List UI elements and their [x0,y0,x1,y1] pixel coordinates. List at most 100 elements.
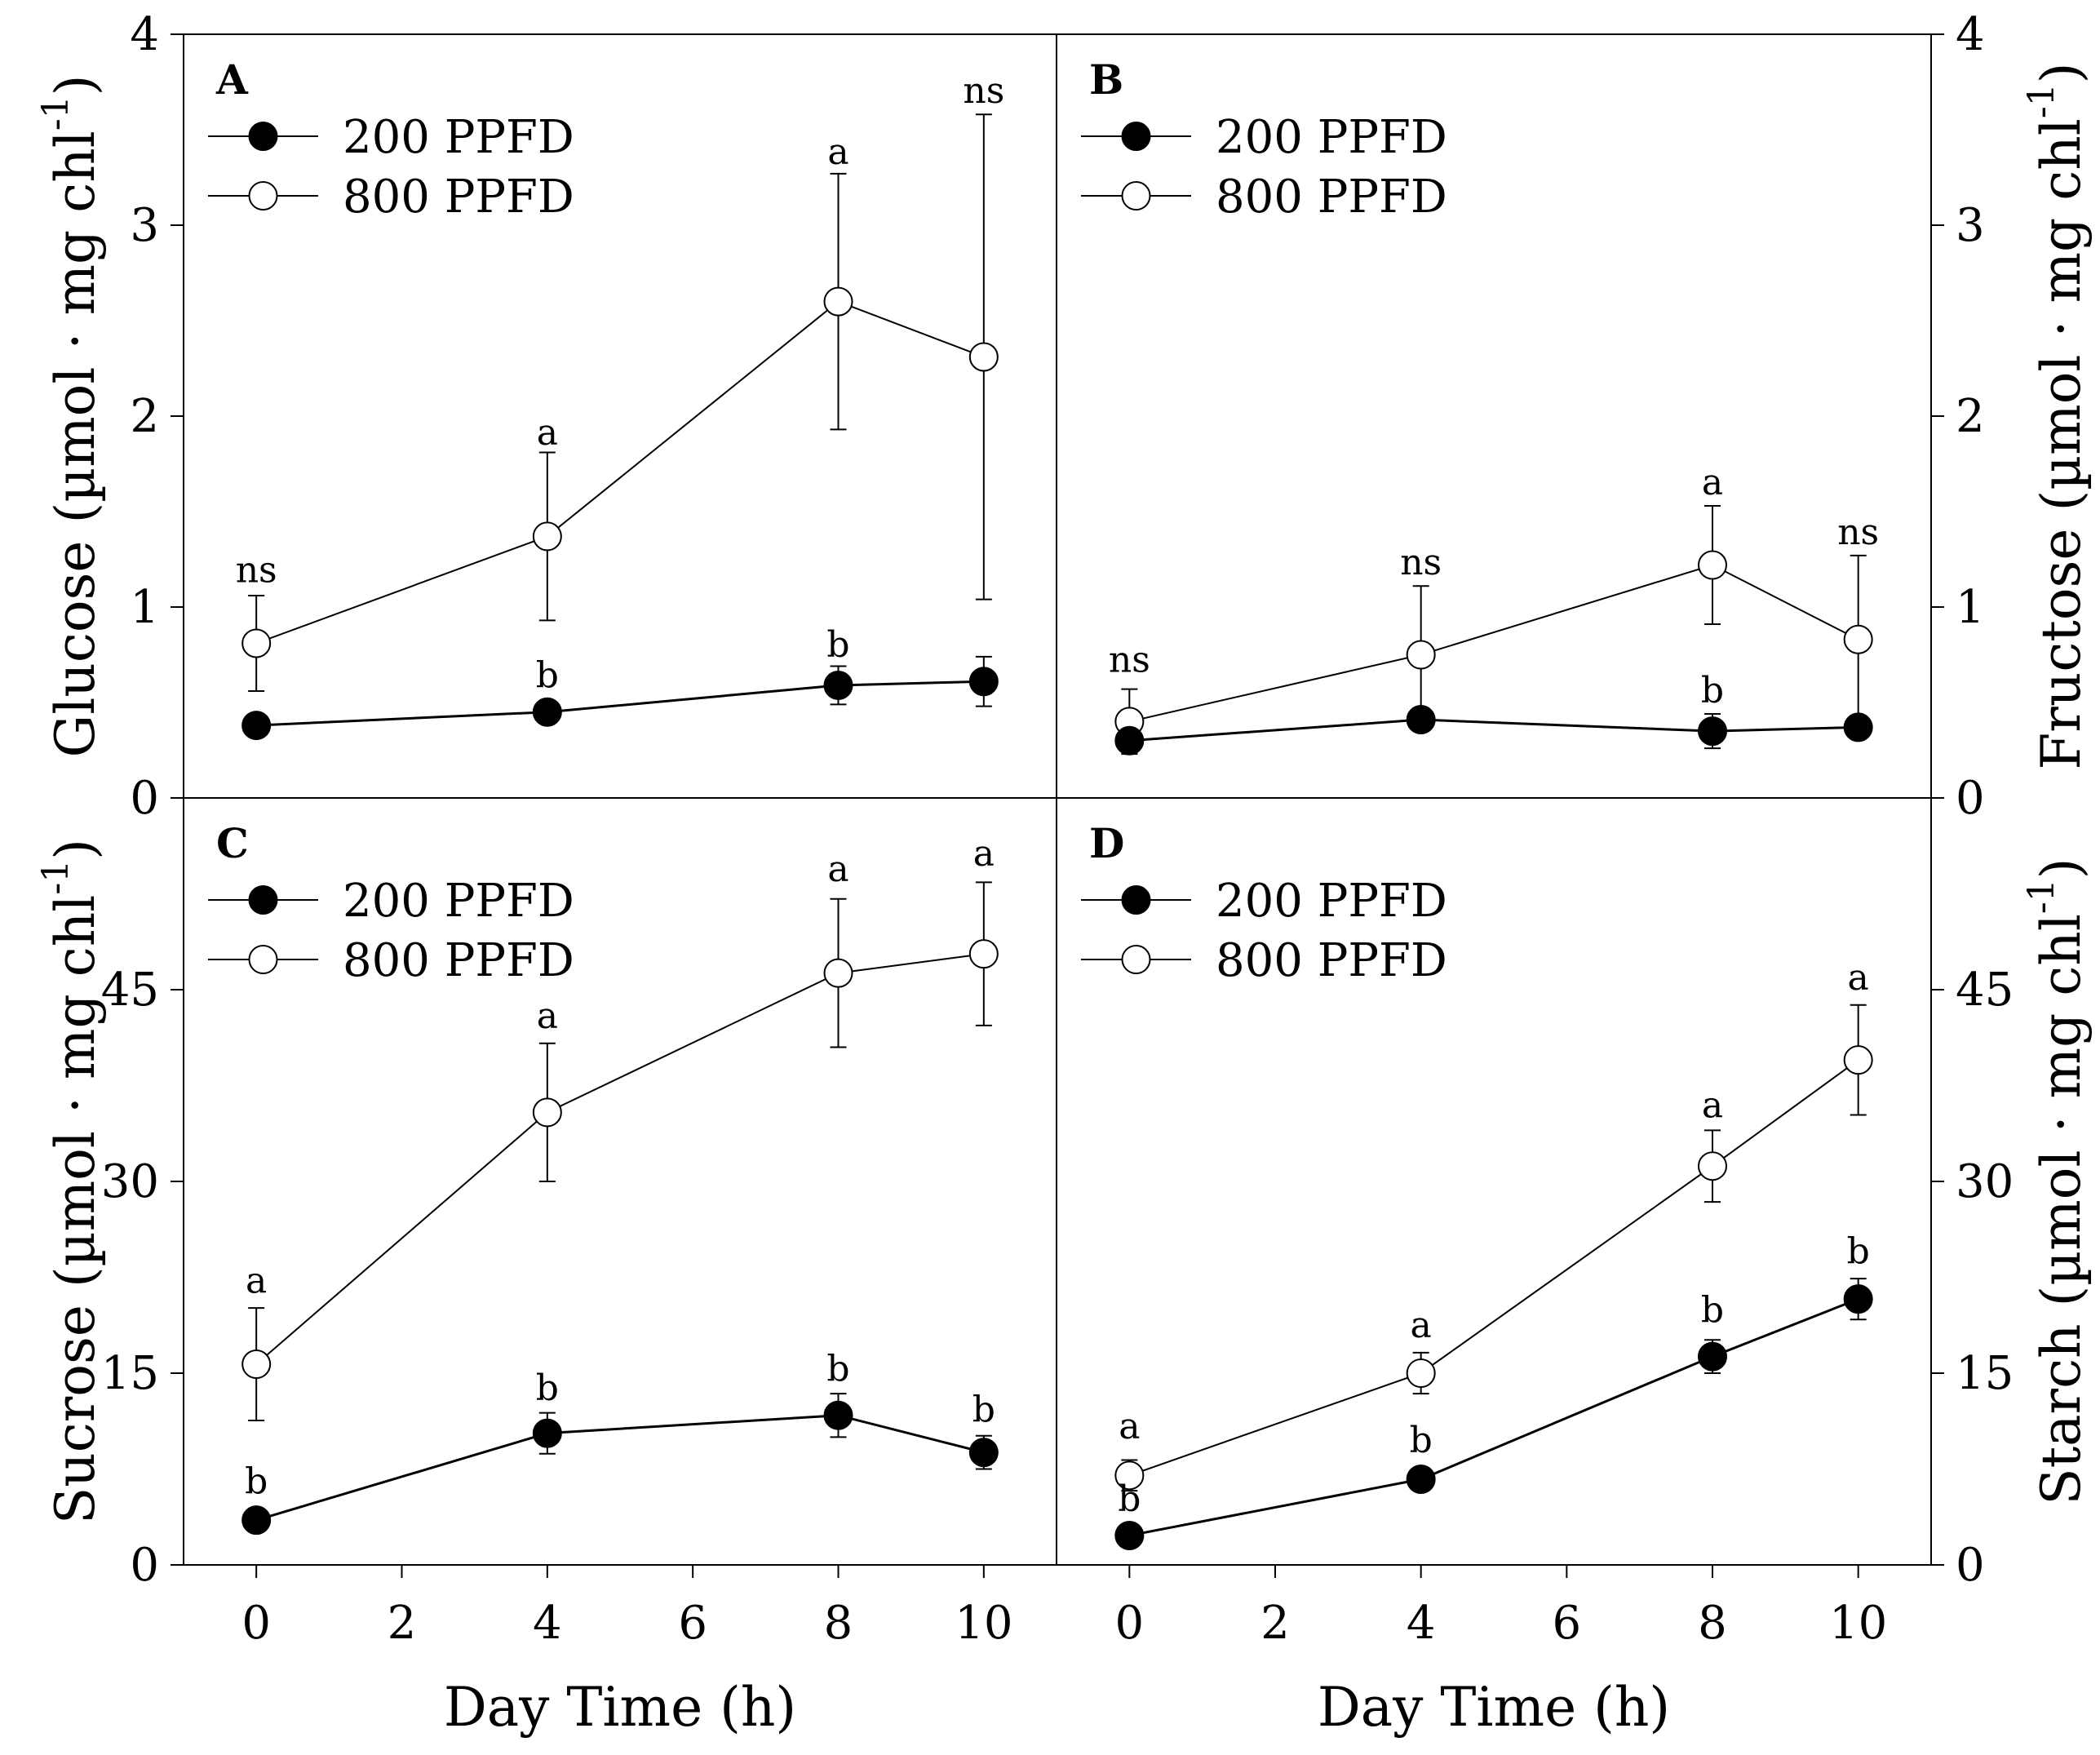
legend-label-800-ppfd: 800 PPFD [1216,934,1447,987]
data-point [1843,1284,1873,1314]
x-axis-title: Day Time (h) [1318,1676,1670,1739]
significance-label: b [1410,1420,1433,1461]
y-tick-label: 0 [130,1539,159,1592]
data-point [532,697,562,727]
y-axis-title-superscript: -1 [35,860,77,895]
series-800-ppfd [241,113,999,692]
y-tick-label: 0 [1956,1539,1985,1592]
data-point [1843,624,1873,654]
series-800-ppfd [1114,1004,1873,1492]
significance-label: a [1119,1406,1140,1447]
data-point [823,958,853,988]
data-point [1406,1465,1436,1495]
data-point [1406,640,1436,670]
significance-label: a [537,995,558,1037]
y-tick-label: 30 [1956,1155,2014,1208]
legend-marker-800-ppfd [1121,945,1151,974]
data-point [241,1505,272,1536]
y-tick-label: 15 [101,1347,159,1400]
y-tick-label: 2 [1956,390,1985,443]
data-point [1843,712,1873,742]
panel-d: 0 15 30 45 0 2 4 6 8 10 Day Time (h) Starch (µmol ·… [1056,797,2093,1739]
legend-label-200-ppfd: 200 PPFD [343,111,574,164]
legend-marker-200-ppfd [248,885,278,915]
data-point [968,1438,999,1468]
data-point [532,1418,562,1448]
data-point [241,711,272,741]
data-point [1114,1520,1145,1550]
significance-label: b [972,1389,995,1431]
y-tick-label: 1 [130,581,159,634]
x-tick-label: 2 [1260,1597,1290,1650]
x-tick-label: 8 [824,1597,853,1650]
y-axis-title-main: Glucose (µmol · mg chl [44,131,107,757]
y-axis-title: Starch (µmol · mg chl-1) [2021,858,2093,1505]
y-axis-title-close: ) [44,839,107,860]
panel-letter: C [216,819,249,867]
series-line [256,680,984,727]
series-line [255,1414,985,1522]
data-point [1114,725,1145,756]
significance-label: b [1118,1478,1141,1520]
data-point [1406,1358,1436,1388]
significance-label: a [827,849,848,890]
significance-label: b [826,1348,849,1389]
panel-c: 0 15 30 45 0 2 4 6 8 10 Day Time (h) Sucrose (µmol … [35,797,1057,1739]
series-200-ppfd [1114,1278,1873,1550]
series-800-ppfd [1114,504,1873,756]
y-axis-title: Fructose (µmol · mg chl-1) [2021,62,2093,769]
significance-label: b [536,1367,559,1409]
significance-label: a [1702,462,1723,503]
series-line [1129,1297,1859,1537]
x-tick-label: 6 [1553,1597,1582,1650]
y-tick-label: 3 [1956,199,1985,252]
legend-label-200-ppfd: 200 PPFD [1216,111,1447,164]
significance-label: a [1848,957,1869,999]
series-line [255,300,985,645]
panel-letter: D [1089,819,1124,867]
panel-a: 0 1 2 3 4 Glucose (µmol · mg chl-1) A 200 PPFD 8… [35,8,1057,825]
y-tick-label: 4 [1956,8,1985,61]
y-tick-label: 2 [130,390,159,443]
legend: 200 PPFD 800 PPFD [1081,111,1447,224]
legend-marker-200-ppfd [1121,122,1151,151]
data-point [241,628,272,658]
significance-label: b [826,624,849,666]
data-point [532,1097,562,1128]
x-tick-label: 2 [388,1597,417,1650]
x-tick-label: 6 [678,1597,707,1650]
x-tick-label: 10 [1829,1597,1887,1650]
y-axis-title-close: ) [2030,62,2093,83]
significance-label: b [1701,1289,1724,1331]
legend-marker-800-ppfd [1121,181,1151,211]
x-tick-label: 4 [1407,1597,1436,1650]
data-point [1406,705,1436,735]
y-axis-title-superscript: -1 [2021,879,2062,914]
series-line [1129,564,1859,723]
data-point [1843,1045,1873,1075]
significance-label: ns [1400,542,1442,583]
x-tick-label: 0 [241,1597,271,1650]
significance-label: a [827,131,848,173]
series-line [1129,1059,1859,1477]
x-tick-label: 0 [1115,1597,1145,1650]
series-800-ppfd [241,881,999,1421]
legend-marker-200-ppfd [248,122,278,151]
data-point [823,670,853,700]
y-axis-title: Glucose (µmol · mg chl-1) [35,75,107,758]
data-point [823,1400,853,1430]
legend-label-200-ppfd: 200 PPFD [343,875,574,928]
legend-label-800-ppfd: 800 PPFD [343,934,574,987]
legend-marker-800-ppfd [248,181,278,211]
data-point [1698,1151,1727,1181]
significance-label: ns [1837,512,1879,553]
y-tick-label: 30 [101,1155,159,1208]
y-tick-label: 45 [101,964,159,1017]
x-axis-title: Day Time (h) [444,1676,796,1739]
y-tick-label: 3 [130,199,159,252]
y-tick-label: 1 [1956,581,1985,634]
significance-label: b [1701,670,1724,711]
panel-letter: B [1089,55,1123,104]
series-200-ppfd [241,1393,999,1536]
